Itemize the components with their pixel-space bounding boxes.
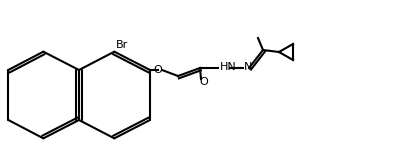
Text: HN: HN [220, 62, 237, 72]
Text: O: O [154, 65, 162, 75]
Text: Br: Br [116, 40, 129, 50]
Text: O: O [200, 77, 209, 87]
Text: N: N [244, 62, 252, 72]
